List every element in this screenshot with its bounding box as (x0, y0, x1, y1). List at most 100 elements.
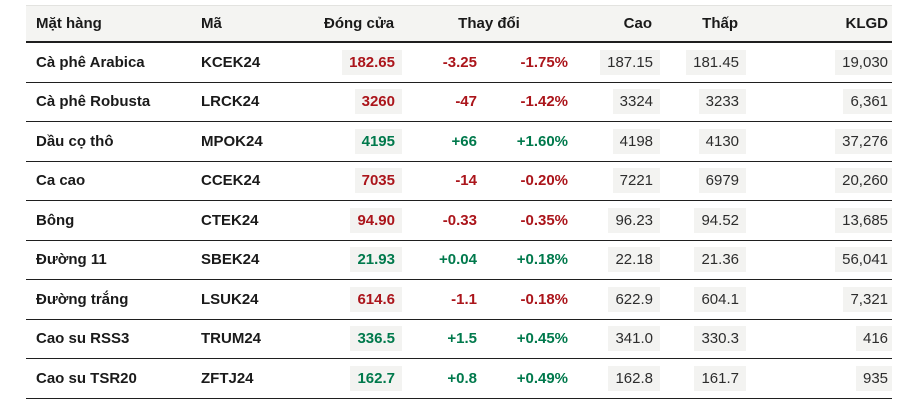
close-value: 182.65 (342, 49, 402, 75)
table-row: Đường 11 SBEK24 21.93 +0.04 +0.18% 22.18… (26, 240, 893, 280)
change-pct-cell: +0.45% (485, 319, 577, 359)
close-cell: 336.5 (316, 319, 402, 359)
change-cell: +0.04 (402, 240, 485, 280)
low-cell: 181.45 (660, 42, 747, 83)
header-commodity: Mặt hàng (26, 5, 191, 43)
low-cell: 3233 (660, 82, 747, 122)
commodity-cell: Cao su TSR20 (26, 358, 191, 399)
low-cell: 4130 (660, 121, 747, 162)
volume-value: 20,260 (835, 168, 893, 194)
code-cell: ZFTJ24 (191, 358, 316, 399)
low-value: 181.45 (686, 49, 747, 75)
close-cell: 162.7 (316, 358, 402, 399)
code-cell: CTEK24 (191, 200, 316, 241)
commodity-cell: Đường 11 (26, 240, 191, 280)
table-row: Cao su RSS3 TRUM24 336.5 +1.5 +0.45% 341… (26, 319, 893, 359)
table-row: Cao su TSR20 ZFTJ24 162.7 +0.8 +0.49% 16… (26, 358, 893, 399)
low-value: 3233 (698, 89, 747, 115)
table-row: Dầu cọ thô MPOK24 4195 +66 +1.60% 4198 4… (26, 121, 893, 162)
change-cell: +66 (402, 121, 485, 162)
high-cell: 3324 (576, 82, 661, 122)
code-cell: KCEK24 (191, 42, 316, 83)
high-cell: 341.0 (576, 319, 661, 359)
close-value: 336.5 (350, 326, 402, 352)
table-row: Cà phê Robusta LRCK24 3260 -47 -1.42% 33… (26, 82, 893, 122)
volume-value: 19,030 (835, 49, 893, 75)
close-value: 614.6 (350, 286, 402, 312)
close-value: 3260 (354, 89, 402, 115)
low-value: 94.52 (694, 207, 747, 233)
change-cell: -0.33 (402, 200, 485, 241)
high-value: 3324 (612, 89, 661, 115)
close-value: 21.93 (350, 247, 402, 273)
low-cell: 6979 (660, 161, 747, 201)
header-low: Thấp (660, 5, 747, 43)
table-header-row: Mặt hàng Mã Đóng cửa Thay đổi Cao Thấp K… (26, 5, 893, 43)
volume-value: 7,321 (843, 286, 893, 312)
close-value: 94.90 (350, 207, 402, 233)
commodity-cell: Đường trắng (26, 279, 191, 320)
table-row: Cà phê Arabica KCEK24 182.65 -3.25 -1.75… (26, 42, 893, 83)
high-cell: 4198 (576, 121, 661, 162)
volume-cell: 416 (746, 319, 893, 359)
change-pct-cell: -0.35% (485, 200, 577, 241)
change-cell: +1.5 (402, 319, 485, 359)
high-cell: 162.8 (576, 358, 661, 399)
volume-value: 6,361 (843, 89, 893, 115)
close-cell: 21.93 (316, 240, 402, 280)
commodity-cell: Cà phê Robusta (26, 82, 191, 122)
low-cell: 330.3 (660, 319, 747, 359)
close-cell: 614.6 (316, 279, 402, 320)
volume-cell: 56,041 (746, 240, 893, 280)
volume-cell: 13,685 (746, 200, 893, 241)
change-pct-cell: -1.42% (485, 82, 577, 122)
volume-value: 416 (855, 326, 893, 352)
change-pct-cell: -0.18% (485, 279, 577, 320)
high-value: 4198 (612, 128, 661, 154)
low-value: 330.3 (694, 326, 747, 352)
low-value: 161.7 (694, 365, 747, 391)
change-pct-cell: +0.49% (485, 358, 577, 399)
commodity-cell: Cà phê Arabica (26, 42, 191, 83)
high-cell: 7221 (576, 161, 661, 201)
commodity-cell: Dầu cọ thô (26, 121, 191, 162)
commodity-price-table: Mặt hàng Mã Đóng cửa Thay đổi Cao Thấp K… (26, 5, 893, 399)
change-pct-cell: -0.20% (485, 161, 577, 201)
table-row: Ca cao CCEK24 7035 -14 -0.20% 7221 6979 … (26, 161, 893, 201)
close-cell: 3260 (316, 82, 402, 122)
code-cell: CCEK24 (191, 161, 316, 201)
low-cell: 604.1 (660, 279, 747, 320)
code-cell: SBEK24 (191, 240, 316, 280)
header-volume: KLGD (746, 5, 893, 43)
close-value: 162.7 (350, 365, 402, 391)
change-cell: -1.1 (402, 279, 485, 320)
close-value: 7035 (354, 168, 402, 194)
commodity-cell: Ca cao (26, 161, 191, 201)
table-body: Cà phê Arabica KCEK24 182.65 -3.25 -1.75… (26, 42, 893, 399)
high-value: 162.8 (608, 365, 661, 391)
change-cell: -3.25 (402, 42, 485, 83)
high-value: 187.15 (600, 49, 661, 75)
high-cell: 22.18 (576, 240, 661, 280)
close-cell: 7035 (316, 161, 402, 201)
volume-value: 13,685 (835, 207, 893, 233)
change-pct-cell: +0.18% (485, 240, 577, 280)
high-value: 7221 (612, 168, 661, 194)
volume-cell: 37,276 (746, 121, 893, 162)
volume-value: 37,276 (835, 128, 893, 154)
close-value: 4195 (354, 128, 402, 154)
low-cell: 161.7 (660, 358, 747, 399)
low-value: 604.1 (694, 286, 747, 312)
high-value: 22.18 (608, 247, 661, 273)
high-cell: 187.15 (576, 42, 661, 83)
commodity-cell: Bông (26, 200, 191, 241)
low-value: 21.36 (694, 247, 747, 273)
commodity-cell: Cao su RSS3 (26, 319, 191, 359)
header-change: Thay đổi (402, 5, 577, 43)
code-cell: MPOK24 (191, 121, 316, 162)
volume-cell: 19,030 (746, 42, 893, 83)
volume-cell: 7,321 (746, 279, 893, 320)
volume-value: 935 (855, 365, 893, 391)
code-cell: LRCK24 (191, 82, 316, 122)
